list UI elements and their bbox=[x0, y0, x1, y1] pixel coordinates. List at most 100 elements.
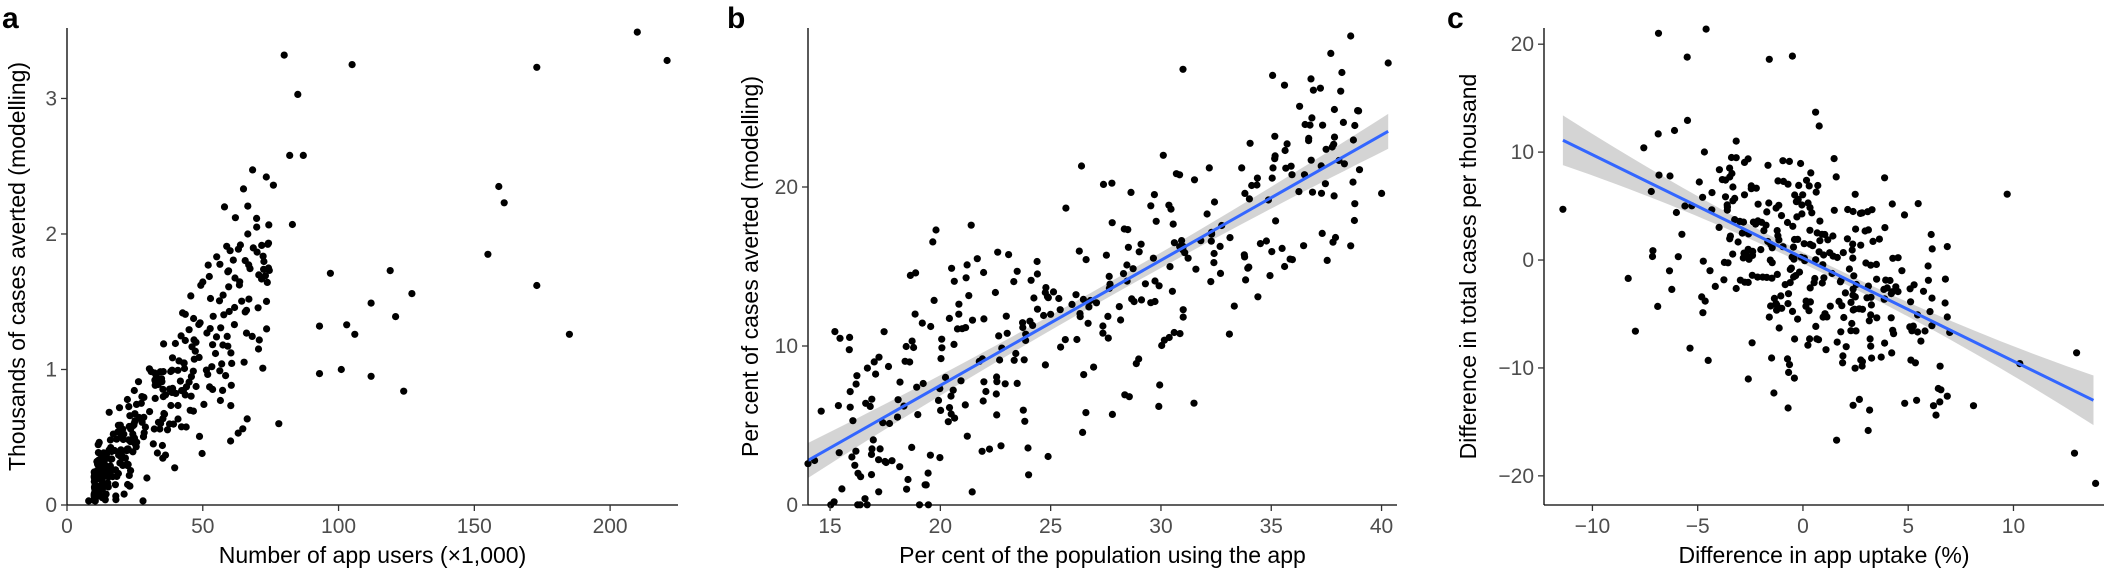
data-point bbox=[1919, 287, 1928, 295]
data-point bbox=[936, 454, 944, 462]
data-point bbox=[1033, 305, 1042, 313]
data-point bbox=[1812, 108, 1820, 116]
data-point bbox=[1075, 247, 1083, 255]
data-point bbox=[1307, 156, 1315, 164]
data-point bbox=[1937, 386, 1945, 394]
data-point bbox=[973, 255, 981, 263]
data-point bbox=[239, 185, 248, 193]
data-point bbox=[533, 281, 541, 290]
data-point bbox=[1238, 164, 1246, 172]
data-point bbox=[1867, 301, 1875, 309]
data-point bbox=[1882, 276, 1890, 284]
data-point bbox=[129, 422, 137, 430]
data-point bbox=[1721, 193, 1730, 201]
data-point bbox=[1147, 202, 1155, 210]
data-point bbox=[239, 425, 247, 433]
data-point bbox=[1647, 187, 1655, 196]
data-point bbox=[1242, 276, 1250, 284]
data-point bbox=[1321, 180, 1329, 188]
data-point bbox=[206, 294, 215, 303]
data-point bbox=[1654, 130, 1662, 138]
data-point bbox=[1328, 143, 1336, 151]
data-point bbox=[294, 90, 302, 98]
data-point bbox=[1849, 254, 1857, 262]
data-point bbox=[1079, 428, 1087, 436]
data-point bbox=[1889, 254, 1897, 262]
data-point bbox=[1309, 86, 1317, 94]
data-point bbox=[1080, 371, 1088, 379]
data-point bbox=[231, 214, 239, 222]
data-point bbox=[1337, 87, 1345, 95]
data-point bbox=[204, 370, 212, 378]
data-point bbox=[1105, 272, 1113, 280]
data-point bbox=[934, 396, 943, 404]
data-point bbox=[159, 393, 167, 401]
data-point bbox=[1822, 346, 1830, 354]
data-point bbox=[275, 420, 283, 428]
data-point bbox=[951, 414, 959, 422]
data-point bbox=[1624, 274, 1632, 282]
data-point bbox=[1969, 402, 1978, 410]
data-point bbox=[1779, 157, 1787, 165]
data-point bbox=[1001, 380, 1009, 388]
data-point bbox=[1812, 188, 1820, 196]
data-point bbox=[484, 250, 492, 258]
data-point bbox=[1683, 53, 1691, 61]
data-point bbox=[1732, 154, 1740, 162]
data-point bbox=[1788, 52, 1796, 60]
data-point bbox=[1858, 305, 1867, 313]
data-point bbox=[253, 214, 261, 222]
data-point bbox=[1777, 212, 1786, 220]
data-point bbox=[817, 407, 825, 415]
data-point bbox=[1329, 238, 1337, 246]
data-point bbox=[253, 223, 261, 231]
data-point bbox=[1115, 303, 1123, 311]
data-point bbox=[979, 397, 987, 405]
data-point bbox=[1347, 32, 1355, 40]
data-point bbox=[1021, 417, 1029, 425]
data-point bbox=[894, 396, 902, 404]
data-point bbox=[1305, 137, 1313, 145]
data-point bbox=[1120, 225, 1128, 233]
data-point bbox=[1807, 169, 1815, 177]
data-point bbox=[2070, 449, 2079, 457]
data-point bbox=[1216, 242, 1224, 250]
x-tick-label: 35 bbox=[1260, 515, 1283, 538]
data-point bbox=[1044, 294, 1052, 302]
data-point bbox=[231, 303, 239, 312]
data-point bbox=[1640, 144, 1648, 152]
data-point bbox=[1767, 302, 1775, 310]
data-point bbox=[1024, 444, 1032, 452]
data-point bbox=[1654, 29, 1663, 37]
data-point bbox=[1943, 243, 1951, 251]
data-point bbox=[1670, 126, 1679, 135]
data-point bbox=[139, 433, 148, 441]
data-point bbox=[1708, 189, 1716, 197]
data-point bbox=[869, 436, 877, 444]
data-point bbox=[263, 278, 271, 286]
data-point bbox=[1055, 294, 1063, 303]
data-point bbox=[1378, 189, 1386, 197]
data-point bbox=[1777, 292, 1785, 300]
data-point bbox=[845, 346, 853, 354]
data-point bbox=[181, 391, 189, 399]
data-point bbox=[908, 337, 916, 345]
data-point bbox=[1784, 180, 1792, 188]
data-point bbox=[1384, 59, 1392, 67]
data-point bbox=[1176, 330, 1184, 338]
data-point bbox=[255, 336, 263, 344]
data-point bbox=[875, 488, 883, 496]
data-point bbox=[852, 447, 860, 455]
data-point bbox=[288, 220, 296, 229]
data-point bbox=[1830, 206, 1838, 214]
data-point bbox=[1732, 284, 1740, 293]
data-point bbox=[171, 339, 179, 348]
data-point bbox=[1073, 335, 1081, 344]
data-point bbox=[1833, 338, 1841, 346]
data-point bbox=[1851, 364, 1859, 372]
data-point bbox=[1785, 157, 1793, 165]
data-point bbox=[1838, 302, 1846, 310]
data-point bbox=[1076, 313, 1084, 321]
data-point bbox=[882, 458, 890, 467]
regression-line bbox=[1562, 138, 2095, 402]
